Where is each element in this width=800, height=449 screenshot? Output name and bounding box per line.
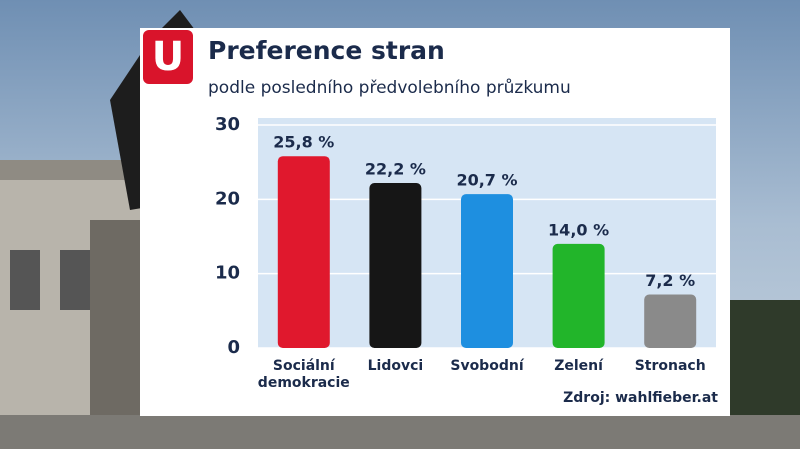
bar <box>277 156 330 348</box>
y-tick-label: 0 <box>227 337 240 358</box>
y-tick-label: 30 <box>215 114 240 135</box>
x-tick-label: Lidovci <box>367 358 424 374</box>
x-tick-label: Stronach <box>634 358 706 374</box>
chart-subtitle: podle posledního předvolebního průzkumu <box>208 78 571 98</box>
chart-title: Preference stran <box>208 36 445 65</box>
value-label: 14,0 % <box>548 220 609 239</box>
value-label: 7,2 % <box>645 271 695 290</box>
value-label: 22,2 % <box>365 159 426 178</box>
channel-logo: U <box>143 30 193 84</box>
bar <box>552 243 605 348</box>
value-label: 20,7 % <box>456 171 517 190</box>
x-tick-label: Zelení <box>554 358 603 374</box>
value-label: 25,8 % <box>273 133 334 152</box>
bar <box>644 294 697 348</box>
source-note: Zdroj: wahlfieber.at <box>563 390 718 406</box>
x-tick-label: Svobodní <box>450 358 524 374</box>
x-tick-label: Sociální demokracie <box>257 358 350 391</box>
y-tick-label: 10 <box>215 263 240 284</box>
y-tick-label: 20 <box>215 188 240 209</box>
bar <box>369 182 422 348</box>
bar <box>461 194 513 348</box>
